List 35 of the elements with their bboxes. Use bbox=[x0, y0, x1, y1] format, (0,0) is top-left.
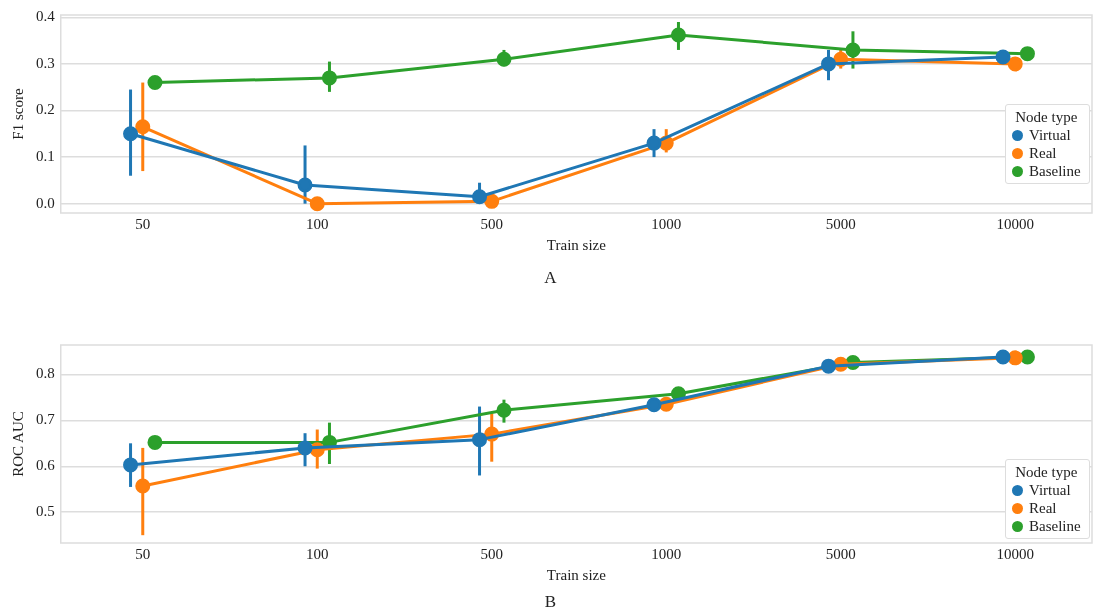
y-tick-label: 0.2 bbox=[36, 101, 55, 118]
y-tick-label: 0.1 bbox=[36, 148, 55, 165]
legend-label: Virtual bbox=[1029, 482, 1071, 498]
x-tick-label: 1000 bbox=[651, 545, 682, 562]
x-axis-title: Train size bbox=[546, 236, 607, 253]
text: A bbox=[543, 268, 558, 288]
legend-title: Node type bbox=[1014, 108, 1079, 126]
x-tick-label: 5000 bbox=[825, 215, 856, 232]
x-tick-label: 500 bbox=[480, 545, 503, 562]
x-tick-label: 10000 bbox=[996, 215, 1034, 232]
y-tick-label: 0.8 bbox=[36, 365, 55, 382]
y-axis-title: ROC AUC bbox=[9, 411, 26, 477]
y-tick-label: 0.0 bbox=[36, 194, 55, 211]
y-axis-title: F1 score bbox=[9, 88, 26, 140]
x-tick-label: 10000 bbox=[996, 545, 1034, 562]
legend-label: Baseline bbox=[1029, 518, 1081, 534]
y-tick-label: 0.5 bbox=[36, 503, 55, 520]
x-tick-label: 5000 bbox=[825, 545, 856, 562]
legend-label: Real bbox=[1029, 500, 1057, 516]
x-tick-label: 100 bbox=[306, 215, 329, 232]
x-tick-label: 50 bbox=[135, 545, 151, 562]
y-tick-label: 0.4 bbox=[36, 8, 56, 25]
x-tick-label: 100 bbox=[306, 545, 329, 562]
legend-title: Node type bbox=[1014, 463, 1079, 481]
x-tick-label: 500 bbox=[480, 215, 503, 232]
text: B bbox=[543, 592, 558, 612]
x-tick-label: 1000 bbox=[651, 215, 682, 232]
y-tick-label: 0.7 bbox=[36, 411, 56, 428]
legend-label: Baseline bbox=[1029, 163, 1081, 179]
x-axis-title: Train size bbox=[546, 566, 607, 583]
legend-label: Real bbox=[1029, 145, 1057, 161]
x-tick-label: 50 bbox=[135, 215, 151, 232]
legend-label: Virtual bbox=[1029, 127, 1071, 143]
y-tick-label: 0.6 bbox=[36, 457, 56, 474]
y-tick-label: 0.3 bbox=[36, 54, 55, 71]
